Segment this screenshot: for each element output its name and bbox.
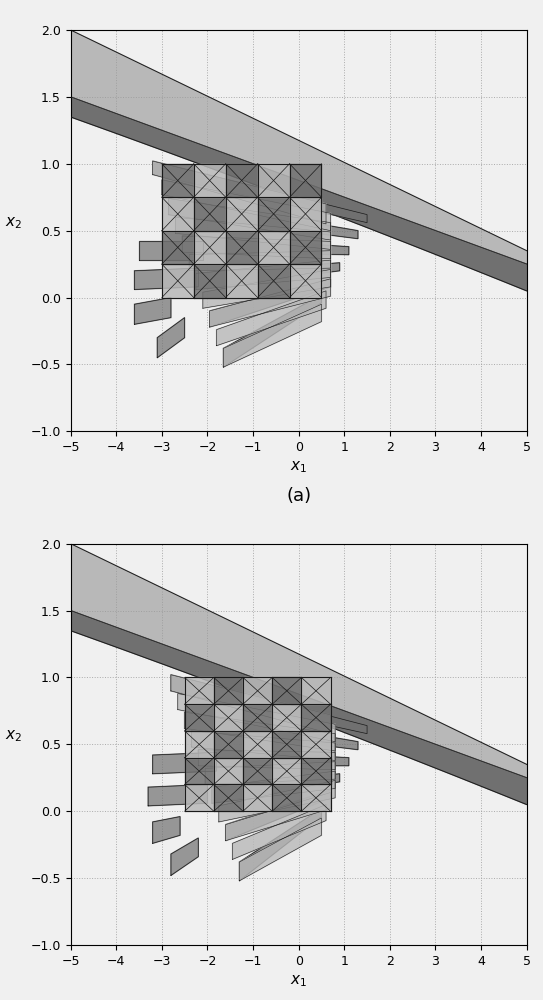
Text: (a): (a) [286,487,311,505]
Polygon shape [219,780,335,822]
Polygon shape [214,677,243,704]
Polygon shape [301,677,331,704]
Polygon shape [185,677,214,704]
Polygon shape [198,750,349,766]
Polygon shape [243,704,272,731]
Polygon shape [171,675,331,734]
Polygon shape [135,268,198,290]
Polygon shape [194,264,226,298]
Polygon shape [185,704,214,731]
Polygon shape [148,784,207,806]
Polygon shape [272,677,301,704]
Polygon shape [153,161,367,223]
Polygon shape [223,295,321,367]
Polygon shape [239,818,321,881]
Polygon shape [301,731,331,758]
Polygon shape [239,809,321,881]
Polygon shape [214,704,243,731]
Polygon shape [214,731,243,758]
Polygon shape [301,704,331,731]
Polygon shape [257,264,289,298]
Polygon shape [210,279,331,327]
Polygon shape [226,231,257,264]
Polygon shape [289,197,321,231]
Polygon shape [203,269,331,308]
Polygon shape [185,712,358,750]
Polygon shape [194,164,226,197]
Polygon shape [192,731,335,760]
Polygon shape [178,694,335,742]
Polygon shape [257,197,289,231]
Polygon shape [171,838,198,875]
Polygon shape [243,784,272,811]
Polygon shape [214,784,243,811]
Polygon shape [198,750,335,770]
Polygon shape [71,30,527,264]
Polygon shape [212,771,335,803]
Polygon shape [243,731,272,758]
Polygon shape [226,164,257,197]
Polygon shape [301,784,331,811]
Polygon shape [162,197,194,231]
Polygon shape [162,231,194,264]
Polygon shape [153,817,180,843]
Polygon shape [232,805,326,859]
Polygon shape [162,264,194,298]
Polygon shape [205,762,335,784]
Polygon shape [71,611,527,805]
Polygon shape [223,304,321,367]
Polygon shape [257,164,289,197]
Polygon shape [182,236,331,259]
Polygon shape [272,758,301,784]
Polygon shape [135,298,171,324]
Polygon shape [139,241,203,260]
Polygon shape [71,97,527,291]
Polygon shape [289,264,321,298]
Polygon shape [243,758,272,784]
Polygon shape [162,180,331,231]
Polygon shape [182,236,349,255]
Polygon shape [171,675,367,734]
Polygon shape [153,161,326,224]
Polygon shape [272,704,301,731]
Polygon shape [196,260,331,290]
Polygon shape [243,677,272,704]
Polygon shape [289,164,321,197]
Polygon shape [289,231,321,264]
Polygon shape [194,231,226,264]
Polygon shape [217,291,326,346]
Polygon shape [185,731,214,758]
X-axis label: $x_1$: $x_1$ [290,973,307,989]
Polygon shape [185,784,214,811]
X-axis label: $x_1$: $x_1$ [290,460,307,475]
Polygon shape [212,774,340,803]
Polygon shape [210,279,331,327]
Polygon shape [189,251,331,271]
Polygon shape [185,758,214,784]
Y-axis label: $x_2$: $x_2$ [5,215,22,231]
Polygon shape [226,264,257,298]
Polygon shape [226,792,331,841]
Polygon shape [272,731,301,758]
Polygon shape [157,318,185,358]
Polygon shape [175,217,331,249]
Polygon shape [185,712,335,751]
Polygon shape [226,790,331,841]
Polygon shape [169,199,358,239]
Polygon shape [196,263,340,290]
Polygon shape [194,197,226,231]
Polygon shape [169,199,331,240]
Polygon shape [162,164,194,197]
Polygon shape [301,758,331,784]
Polygon shape [257,231,289,264]
Polygon shape [71,544,527,778]
Polygon shape [153,752,217,774]
Polygon shape [214,758,243,784]
Polygon shape [272,784,301,811]
Polygon shape [226,197,257,231]
Y-axis label: $x_2$: $x_2$ [5,729,22,744]
